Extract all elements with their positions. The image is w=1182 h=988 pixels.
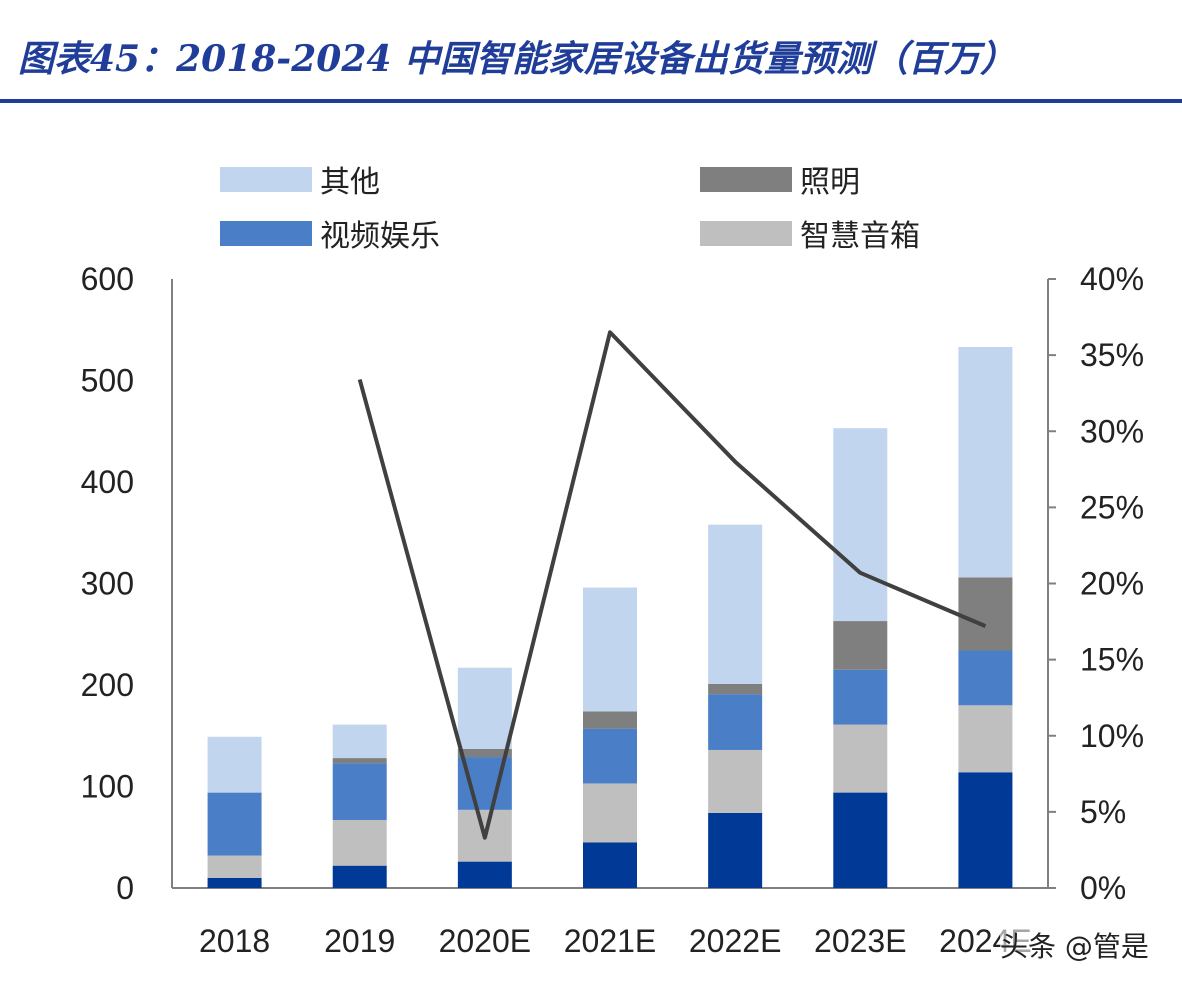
x-tick-label: 2018 <box>199 923 270 959</box>
bar-segment-series-4-2019 <box>332 724 387 759</box>
bar-segment-series-2-2021E <box>583 728 637 784</box>
bar-segment-series-4-2023E <box>833 428 888 622</box>
y2-tick-label: 35% <box>1080 337 1144 373</box>
bar-segment-series-4-2024E <box>958 347 1013 578</box>
y-tick-label: 100 <box>81 769 134 805</box>
y2-tick-label: 25% <box>1080 489 1144 525</box>
bar-segment-series-2-2018 <box>207 792 262 856</box>
x-tick-label: 2023E <box>814 923 907 959</box>
bar-segment-base-2024E <box>958 772 1013 888</box>
legend-swatch <box>700 167 792 192</box>
bar-segment-series-4-2018 <box>207 736 262 793</box>
y2-tick-label: 40% <box>1080 261 1144 297</box>
bar-segment-series-3-2020E <box>457 748 512 758</box>
bar-segment-series-4-2021E <box>583 587 637 712</box>
title-divider <box>0 99 1182 103</box>
y-tick-label: 300 <box>81 566 134 602</box>
bar-segment-base-2020E <box>457 861 512 888</box>
bar-segment-base-2023E <box>833 792 888 888</box>
y-tick-label: 500 <box>81 363 134 399</box>
growth-rate-line <box>357 330 987 840</box>
bar-segment-series-4-2022E <box>708 524 763 684</box>
y-tick-label: 600 <box>81 261 134 297</box>
bar-segment-series-1-2024E <box>958 705 1013 773</box>
bar-segment-series-3-2024E <box>958 577 1013 651</box>
bar-segment-series-2-2023E <box>833 669 888 725</box>
bar-segment-base-2019 <box>332 865 387 888</box>
bar-segment-series-2-2019 <box>332 763 387 820</box>
y-tick-label: 0 <box>116 870 134 906</box>
bar-segment-series-1-2019 <box>332 819 387 866</box>
y2-tick-label: 0% <box>1080 870 1126 906</box>
bar-segment-series-1-2021E <box>583 783 637 843</box>
bar-segment-series-1-2023E <box>833 724 888 793</box>
bar-segment-series-2-2022E <box>708 694 763 750</box>
chart-title: 图表45：2018-2024 中国智能家居设备出货量预测（百万） <box>18 38 1016 80</box>
bar-segment-series-3-2019 <box>332 758 387 764</box>
legend-label: 其他 <box>320 165 380 200</box>
y2-tick-label: 15% <box>1080 642 1144 678</box>
bar-segment-series-1-2018 <box>207 855 262 878</box>
y-tick-label: 200 <box>81 667 134 703</box>
legend-swatch <box>220 221 312 246</box>
watermark: 头条 @管是 <box>1000 925 1149 965</box>
legend-label: 照明 <box>800 165 860 200</box>
y2-tick-label: 5% <box>1080 794 1126 830</box>
legend-label: 视频娱乐 <box>320 219 440 254</box>
x-tick-label: 2021E <box>564 923 657 959</box>
bar-segment-base-2022E <box>708 812 763 888</box>
legend-swatch <box>700 221 792 246</box>
bar-segment-series-3-2023E <box>833 621 888 670</box>
y-tick-label: 400 <box>81 464 134 500</box>
y2-tick-label: 10% <box>1080 718 1144 754</box>
bar-segment-series-3-2022E <box>708 683 763 695</box>
bar-segment-series-4-2020E <box>457 667 512 749</box>
legend-label: 智慧音箱 <box>800 219 920 254</box>
bar-segment-series-2-2024E <box>958 650 1013 706</box>
bar-segment-base-2018 <box>207 877 262 888</box>
x-tick-label: 2020E <box>439 923 532 959</box>
bar-segment-series-1-2022E <box>708 749 763 813</box>
legend-swatch <box>220 167 312 192</box>
bar-segment-base-2021E <box>583 842 637 888</box>
y2-tick-label: 30% <box>1080 413 1144 449</box>
y2-tick-label: 20% <box>1080 566 1144 602</box>
x-tick-label: 2022E <box>689 923 782 959</box>
x-tick-label: 2019 <box>324 923 395 959</box>
bar-segment-series-3-2021E <box>583 711 637 729</box>
